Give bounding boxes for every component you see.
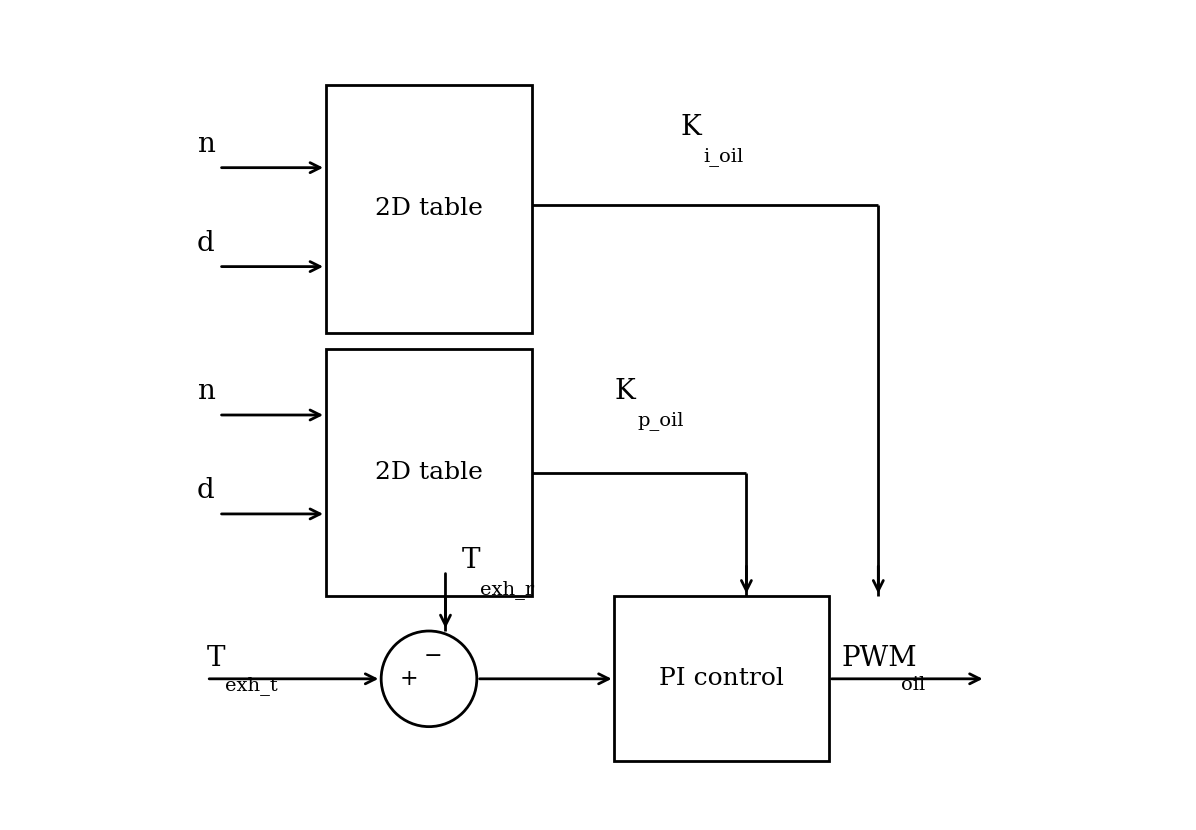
Text: 2D table: 2D table (376, 461, 483, 484)
Text: n: n (197, 131, 214, 158)
Text: PWM: PWM (841, 646, 917, 672)
Text: PI control: PI control (659, 667, 785, 691)
Text: d: d (197, 230, 214, 256)
Text: d: d (197, 477, 214, 504)
Bar (327, 85, 532, 333)
Text: T: T (462, 546, 481, 574)
Text: 2D table: 2D table (376, 198, 483, 221)
Circle shape (382, 631, 477, 726)
Text: exh_r: exh_r (480, 580, 535, 598)
Text: −: − (423, 645, 443, 666)
Text: +: + (399, 668, 419, 690)
Bar (615, 597, 829, 761)
Text: K: K (681, 114, 701, 141)
Text: T: T (207, 646, 225, 672)
Text: n: n (197, 378, 214, 405)
Bar (327, 349, 532, 597)
Text: i_oil: i_oil (703, 147, 744, 166)
Text: p_oil: p_oil (637, 411, 684, 430)
Text: oil: oil (901, 676, 925, 695)
Text: K: K (615, 378, 635, 404)
Text: exh_t: exh_t (225, 676, 277, 696)
